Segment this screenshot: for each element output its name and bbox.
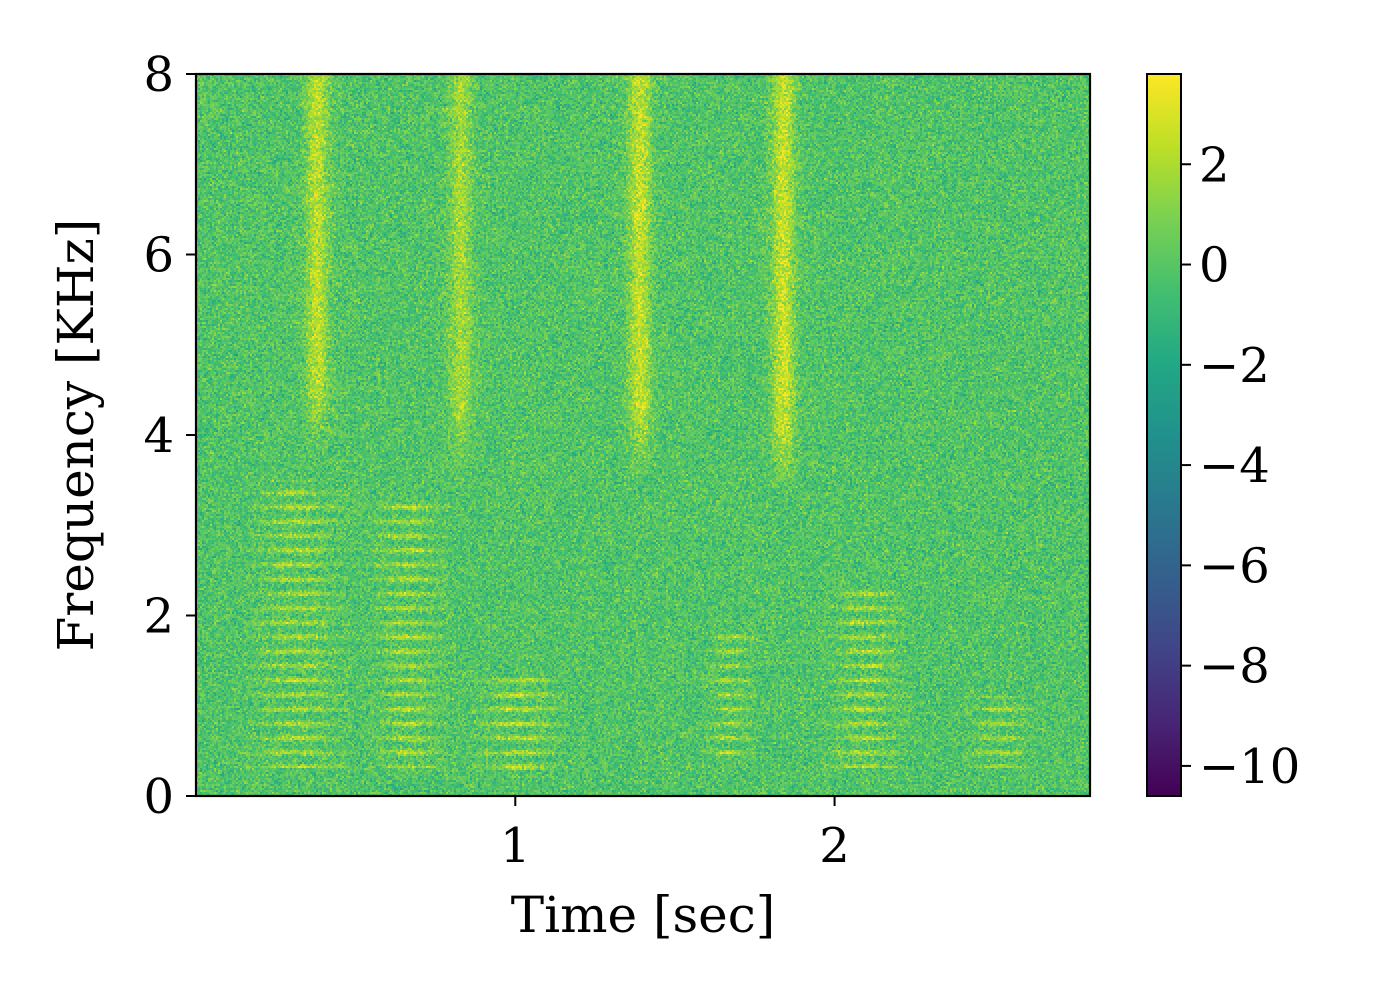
y-tick-label: 8 — [143, 47, 174, 103]
y-tick-label: 4 — [143, 408, 174, 464]
x-tick-label: 1 — [500, 818, 531, 874]
plot-area — [194, 72, 1092, 798]
colorbar-tick-label: −10 — [1199, 739, 1300, 795]
x-axis-title: Time [sec] — [511, 886, 776, 944]
colorbar-tick-label: −4 — [1199, 438, 1270, 494]
colorbar-tick-label: −8 — [1199, 639, 1270, 695]
x-tick-label: 2 — [819, 818, 850, 874]
colorbar-gradient — [1146, 73, 1182, 797]
y-axis: 0 2 4 6 8 — [143, 47, 196, 825]
y-tick-label: 2 — [143, 589, 174, 645]
spectrogram-heatmap — [196, 74, 1090, 796]
colorbar-tick-label: −2 — [1199, 338, 1270, 394]
colorbar-ticks: 2 0 −2 −4 −6 −8 −10 — [1181, 137, 1300, 795]
y-tick-label: 6 — [143, 228, 174, 284]
y-axis-title: Frequency [KHz] — [47, 219, 105, 652]
colorbar-tick-label: −6 — [1199, 538, 1270, 594]
colorbar-tick-label: 0 — [1199, 238, 1230, 294]
colorbar: 2 0 −2 −4 −6 −8 −10 — [1146, 73, 1300, 797]
colorbar-tick-label: 2 — [1199, 137, 1230, 193]
y-tick-label: 0 — [143, 769, 174, 825]
